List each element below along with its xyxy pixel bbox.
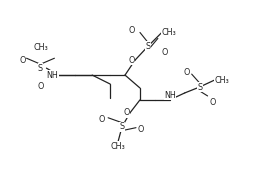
Text: S: S xyxy=(197,82,202,92)
Text: NH: NH xyxy=(47,71,58,80)
Text: O: O xyxy=(19,56,26,65)
Text: O: O xyxy=(129,26,135,35)
Text: O: O xyxy=(129,56,135,65)
Text: O: O xyxy=(183,68,190,77)
Text: O: O xyxy=(37,81,44,90)
Text: O: O xyxy=(124,108,130,117)
Text: O: O xyxy=(162,48,168,57)
Text: CH₃: CH₃ xyxy=(162,28,176,37)
Text: O: O xyxy=(99,115,105,124)
Text: S: S xyxy=(119,122,125,131)
Text: CH₃: CH₃ xyxy=(33,43,48,52)
Text: O: O xyxy=(210,98,216,107)
Text: O: O xyxy=(138,125,144,134)
Text: CH₃: CH₃ xyxy=(215,76,229,85)
Text: S: S xyxy=(38,64,43,73)
Text: NH: NH xyxy=(164,91,176,100)
Text: CH₃: CH₃ xyxy=(111,142,125,151)
Text: S: S xyxy=(145,42,150,51)
